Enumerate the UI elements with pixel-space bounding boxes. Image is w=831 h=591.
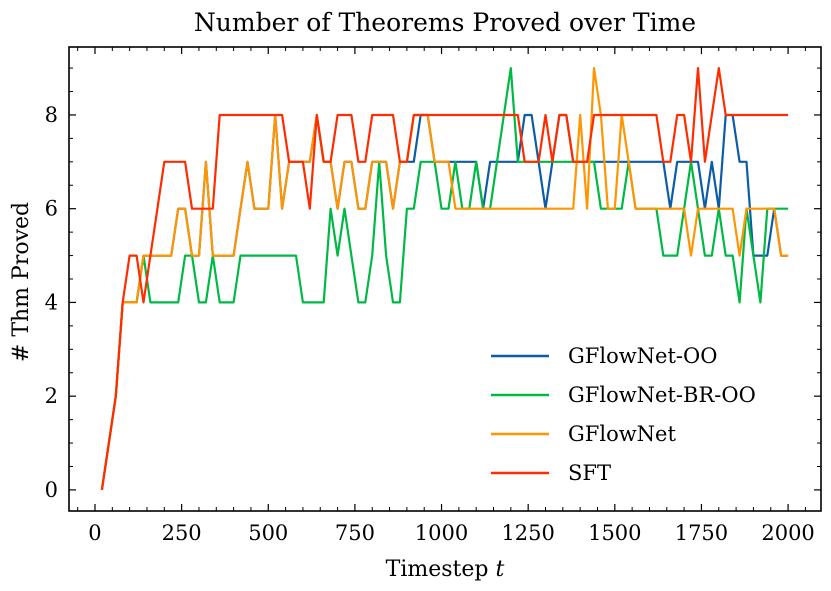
x-axis-label-main: Timestep [386,557,496,582]
x-tick-label: 500 [248,521,288,545]
x-tick-label: 2000 [761,521,814,545]
legend-label: GFlowNet-BR-OO [568,383,756,407]
y-tick-label: 8 [45,103,58,127]
x-tick-label: 1250 [501,521,554,545]
x-tick-label: 0 [88,521,101,545]
x-axis-label-var: t [495,557,504,582]
y-axis-label: # Thm Proved [9,202,34,362]
x-tick-label: 750 [335,521,375,545]
x-axis-label: Timestep t [386,557,505,582]
legend-label: GFlowNet [568,422,676,446]
chart-title: Number of Theorems Proved over Time [194,8,696,37]
y-tick-label: 0 [45,478,58,502]
series-line-gflownet [100,66,789,491]
legend-label: SFT [568,461,611,485]
legend: GFlowNet-OO GFlowNet-BR-OO GFlowNet SFT [491,344,756,485]
plot-lines [100,66,789,491]
x-tick-label: 1750 [675,521,728,545]
y-tick-label: 2 [45,384,58,408]
y-tick-label: 6 [45,197,58,221]
tick-labels: 0 250 500 750 1000 1250 1500 1750 2000 0 2 4 6 8 [45,103,815,545]
series-line-gflownet-br-oo [100,66,789,491]
plot-frame [68,46,822,512]
x-tick-label: 1500 [588,521,641,545]
series-line-sft [100,66,789,491]
x-tick-label: 250 [162,521,202,545]
legend-label: GFlowNet-OO [568,344,717,368]
y-tick-label: 4 [45,290,58,314]
x-tick-label: 1000 [415,521,468,545]
